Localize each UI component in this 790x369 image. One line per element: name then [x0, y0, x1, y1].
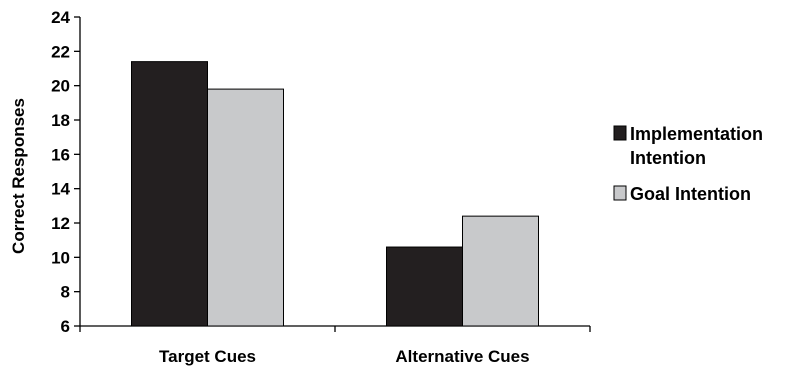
y-axis-title: Correct Responses	[9, 98, 28, 254]
legend-label-implementation-intention: Implementation	[630, 124, 763, 144]
plot-area: 6 8 10 12 14 16 18 20 22 24 Target Cues Alternative…	[51, 8, 591, 366]
legend-swatch-goal-intention	[613, 185, 627, 201]
x-category-label: Target Cues	[159, 347, 256, 366]
y-tick-label: 16	[51, 145, 70, 164]
y-tick-label: 24	[51, 8, 70, 27]
legend-label-implementation-intention: Intention	[630, 148, 706, 168]
bar-goal-intention-alternative-cues	[462, 215, 539, 327]
y-tick-label: 14	[51, 180, 70, 199]
bar-goal-intention-target-cues	[207, 88, 284, 327]
y-tick-label: 18	[51, 111, 70, 130]
x-category-label: Alternative Cues	[395, 347, 529, 366]
y-tick-label: 22	[51, 42, 70, 61]
legend-swatch-implementation-intention	[613, 125, 627, 141]
legend: Implementation Intention Goal Intention	[613, 124, 763, 204]
bar-implementation-intention-alternative-cues	[386, 246, 463, 327]
y-tick-label: 6	[61, 317, 70, 336]
y-tick-label: 10	[51, 248, 70, 267]
y-tick-label: 20	[51, 77, 70, 96]
legend-label-goal-intention: Goal Intention	[630, 184, 751, 204]
y-tick-label: 8	[61, 283, 70, 302]
bar-implementation-intention-target-cues	[131, 61, 208, 327]
y-tick-label: 12	[51, 214, 70, 233]
